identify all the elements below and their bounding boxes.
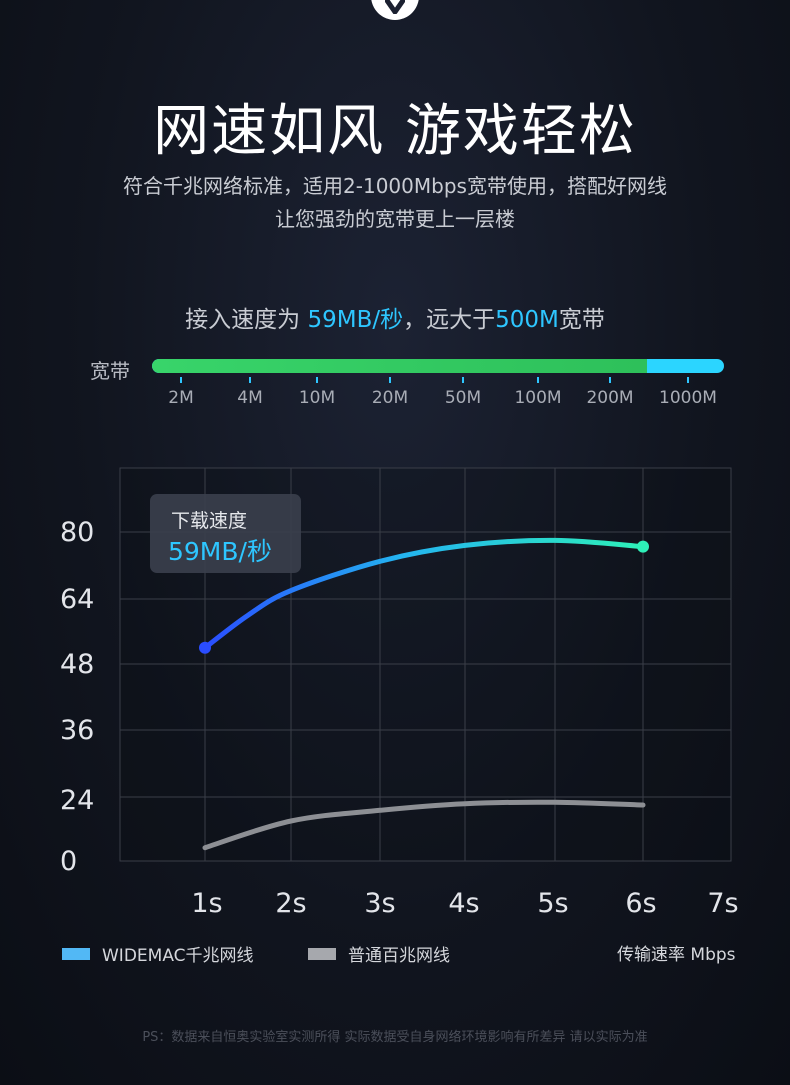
series-point-end — [637, 540, 649, 553]
bandwidth-tick — [180, 377, 182, 383]
bandwidth-tick — [389, 377, 391, 383]
x-tick-label: 7s — [707, 888, 738, 919]
x-tick-label: 4s — [448, 888, 479, 919]
bandwidth-tick-label: 2M — [168, 388, 194, 408]
chart-series — [199, 537, 649, 851]
legend-label: WIDEMAC千兆网线 — [102, 946, 254, 966]
bandwidth-tick-label: 20M — [371, 388, 409, 408]
bandwidth-label: 宽带 — [90, 359, 130, 383]
speed-compare: 500M — [495, 307, 559, 333]
speed-statement: 接入速度为 59MB/秒，远大于500M宽带 — [0, 300, 790, 334]
bandwidth-tick-label: 200M — [586, 388, 634, 408]
bandwidth-tick — [687, 377, 689, 383]
subtitle-line-2: 让您强劲的宽带更上一层楼 — [275, 207, 515, 231]
callout-label: 下载速度 — [171, 510, 247, 532]
x-tick-label: 3s — [364, 888, 395, 919]
callout-box — [150, 494, 301, 573]
bandwidth-tick-label: 4M — [237, 388, 263, 408]
series-line-widemac — [202, 537, 646, 651]
chart-axis-labels: 80 64 48 36 24 0 1s 2s 3s 4s 5s 6s 7s — [60, 517, 739, 919]
chevron-down-icon — [385, 0, 405, 14]
bandwidth-bar — [152, 359, 724, 373]
speed-middle: ，远大于 — [403, 307, 496, 333]
legend-swatch — [308, 947, 336, 960]
x-tick-label: 6s — [625, 888, 656, 919]
speed-value: 59MB/秒 — [307, 307, 404, 333]
subtitle-line-1: 符合千兆网络标准，适用2-1000Mbps宽带使用，搭配好网线 — [123, 174, 667, 198]
y-tick-label: 64 — [60, 584, 94, 615]
page-title: 网速如风 游戏轻松 — [153, 99, 637, 164]
speed-prefix: 接入速度为 — [185, 307, 308, 333]
download-speed-callout: 下载速度 59MB/秒 — [150, 494, 301, 573]
speed-suffix: 宽带 — [558, 307, 605, 333]
legend-swatch — [62, 947, 90, 960]
x-tick-label: 5s — [537, 888, 568, 919]
y-tick-label: 0 — [60, 846, 77, 877]
bandwidth-tick-label: 50M — [444, 388, 482, 408]
bandwidth-tick — [609, 377, 611, 383]
series-point-start — [199, 641, 211, 654]
bandwidth-tick — [537, 377, 539, 383]
logo-badge — [371, 0, 419, 20]
legend-item-standard: 普通百兆网线 — [308, 941, 450, 966]
y-tick-label: 48 — [60, 649, 94, 680]
bandwidth-tick-label: 10M — [298, 388, 336, 408]
series-line-standard — [202, 799, 646, 851]
callout-value: 59MB/秒 — [168, 537, 272, 566]
bandwidth-tick — [462, 377, 464, 383]
y-tick-label: 80 — [60, 517, 94, 548]
legend-item-widemac: WIDEMAC千兆网线 — [62, 941, 254, 966]
x-tick-label: 2s — [275, 888, 306, 919]
y-tick-label: 36 — [60, 715, 94, 746]
chart-unit-label: 传输速率 Mbps — [617, 945, 736, 965]
bandwidth-tick — [316, 377, 318, 383]
bandwidth-tick-label: 1000M — [659, 388, 717, 408]
bandwidth-tick — [249, 377, 251, 383]
footnote: PS：数据来自恒奥实验室实测所得 实际数据受自身网络环境影响有所差异 请以实际为… — [142, 1030, 648, 1045]
bandwidth-tick-label: 100M — [514, 388, 562, 408]
y-tick-label: 24 — [60, 785, 94, 816]
speed-chart: 80 64 48 36 24 0 1s 2s 3s 4s 5s 6s 7s 下载速度 59MB/秒 — [60, 467, 739, 919]
bandwidth-bar-fill — [152, 359, 647, 373]
legend-label: 普通百兆网线 — [348, 946, 450, 966]
x-tick-label: 1s — [191, 888, 222, 919]
